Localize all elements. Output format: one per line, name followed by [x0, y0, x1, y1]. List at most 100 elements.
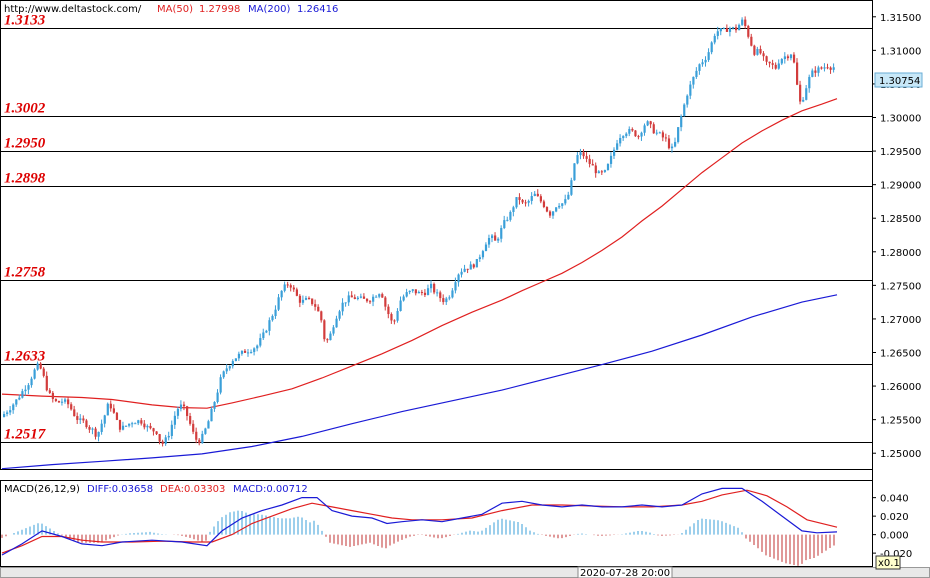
- candle: [402, 294, 405, 302]
- candle: [826, 63, 829, 70]
- candle: [799, 80, 802, 105]
- candle: [33, 368, 36, 380]
- candle-body: [768, 61, 771, 64]
- date-label: 2020-07-28 20:00: [580, 568, 670, 578]
- zoom-label[interactable]: x0.1: [878, 558, 900, 569]
- candle-body: [777, 63, 780, 69]
- candle: [515, 197, 518, 209]
- candle-body: [362, 296, 366, 299]
- candle: [381, 292, 384, 298]
- candle: [414, 289, 417, 296]
- candle: [484, 242, 488, 252]
- candle-body: [243, 350, 247, 353]
- candle-body: [341, 302, 344, 312]
- candle-body: [506, 219, 509, 221]
- candle: [439, 290, 442, 302]
- candle: [115, 411, 119, 421]
- candle: [125, 425, 128, 428]
- candle: [802, 97, 805, 103]
- candle: [542, 199, 546, 209]
- candle: [118, 419, 122, 433]
- candle: [472, 263, 475, 269]
- candle-body: [36, 363, 39, 370]
- candle: [588, 154, 591, 168]
- candle-body: [728, 28, 732, 32]
- candle-body: [201, 433, 204, 444]
- candle-body: [698, 64, 701, 71]
- candle-body: [128, 423, 131, 426]
- candle-body: [350, 295, 353, 298]
- candlesticks: [3, 16, 835, 447]
- candle: [292, 285, 295, 292]
- ma50-value: 1.27998: [199, 4, 240, 15]
- candle: [176, 406, 180, 420]
- candle-body: [576, 155, 579, 164]
- candle-body: [247, 352, 250, 354]
- candle-body: [436, 292, 439, 294]
- candle-body: [149, 425, 152, 429]
- candle-body: [250, 351, 253, 353]
- candle-body: [731, 27, 735, 29]
- candle-body: [234, 358, 237, 362]
- candle: [811, 68, 814, 78]
- ma50-label: MA(50): [157, 4, 193, 15]
- candle-body: [750, 36, 753, 46]
- time-scrollbar[interactable]: [0, 567, 930, 578]
- candle-body: [606, 163, 610, 171]
- candle-body: [320, 311, 323, 321]
- candle: [603, 169, 607, 173]
- current-price-box: [874, 72, 923, 88]
- candle-body: [536, 193, 539, 197]
- candle-body: [317, 306, 320, 312]
- candle-body: [54, 398, 58, 402]
- candle-body: [796, 62, 799, 85]
- candle-body: [152, 428, 155, 432]
- candle-body: [686, 95, 689, 105]
- candle-body: [805, 88, 808, 100]
- candle: [670, 143, 674, 153]
- candle-body: [783, 56, 786, 60]
- candle-body: [515, 197, 518, 208]
- candle: [67, 397, 70, 409]
- candle-body: [24, 389, 27, 392]
- candle-body: [585, 156, 588, 159]
- candle: [243, 348, 247, 354]
- candle: [442, 294, 445, 305]
- candle-body: [786, 56, 790, 59]
- candle: [60, 398, 64, 406]
- candle: [454, 277, 457, 294]
- candle: [512, 205, 515, 217]
- candle-body: [326, 339, 329, 341]
- macd-tick-label: 0.000: [880, 531, 909, 542]
- candle-body: [817, 67, 820, 73]
- candle-body: [481, 251, 485, 258]
- ma50-line: [1, 98, 838, 409]
- site-url[interactable]: http://www.deltastock.com/: [4, 4, 142, 15]
- candle: [597, 170, 600, 174]
- candle: [478, 254, 481, 262]
- candle-body: [372, 296, 375, 302]
- ma200-path: [1, 294, 838, 470]
- candle-body: [512, 207, 515, 212]
- candle: [503, 215, 506, 230]
- candle: [628, 126, 631, 137]
- candle: [445, 296, 448, 306]
- ma200-value: 1.26416: [297, 4, 338, 15]
- candle-body: [634, 130, 637, 137]
- candle: [744, 16, 747, 29]
- candle-body: [301, 299, 305, 303]
- candle: [616, 139, 619, 151]
- candle-body: [121, 425, 125, 430]
- candle-body: [545, 206, 549, 212]
- candle-body: [713, 35, 716, 43]
- candle: [256, 344, 259, 352]
- candle-body: [79, 418, 82, 420]
- zoom-box[interactable]: [875, 555, 901, 570]
- candle: [686, 94, 689, 108]
- candle: [530, 192, 533, 205]
- candle-body: [524, 202, 527, 204]
- candle: [646, 120, 649, 127]
- candle: [750, 33, 753, 47]
- candle-body: [204, 428, 207, 434]
